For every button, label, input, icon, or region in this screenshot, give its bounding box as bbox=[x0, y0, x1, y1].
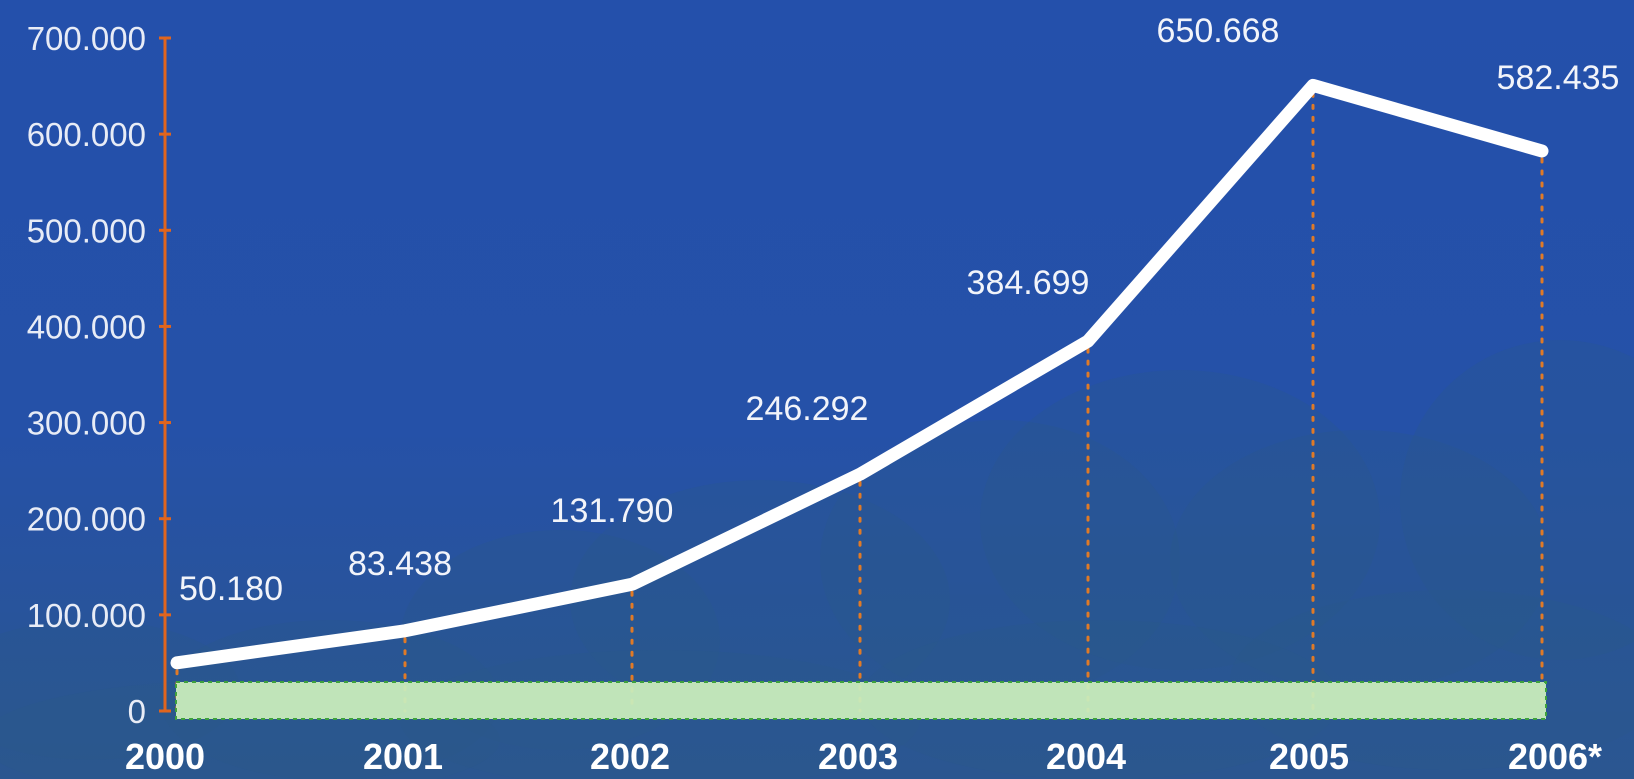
data-label-2000: 50.180 bbox=[179, 570, 283, 608]
x-tick-label-4: 2004 bbox=[1046, 736, 1126, 777]
y-tick-label-7: 700.000 bbox=[27, 20, 146, 57]
y-tick-label-1: 100.000 bbox=[27, 597, 146, 634]
foliage-shape-4 bbox=[820, 420, 1180, 700]
y-tick-label-2: 200.000 bbox=[27, 501, 146, 538]
data-point-2003 bbox=[856, 470, 864, 479]
y-tick-label-4: 400.000 bbox=[27, 308, 146, 345]
y-tick-labels: 0 100.000 200.000 300.000 400.000 500.000 600.… bbox=[27, 20, 146, 730]
foliage-shape-0 bbox=[0, 620, 240, 760]
foliage-shape-6 bbox=[1170, 430, 1550, 690]
baseline-band-layer bbox=[175, 681, 1547, 720]
baseline-band bbox=[175, 681, 1547, 720]
x-tick-label-5: 2005 bbox=[1269, 736, 1349, 777]
data-label-2003: 246.292 bbox=[746, 390, 869, 428]
foliage-shape-8 bbox=[1230, 590, 1634, 770]
data-label-2005: 650.668 bbox=[1157, 12, 1280, 50]
y-tick-label-6: 600.000 bbox=[27, 116, 146, 153]
x-tick-label-6: 2006* bbox=[1508, 736, 1602, 777]
data-label-2001: 83.438 bbox=[348, 545, 452, 583]
x-tick-label-2: 2002 bbox=[590, 736, 670, 777]
data-point-2001 bbox=[401, 626, 409, 635]
x-tick-label-1: 2001 bbox=[363, 736, 443, 777]
data-label-2002: 131.790 bbox=[551, 492, 674, 530]
series-layer bbox=[170, 78, 1549, 670]
foliage-shape-5 bbox=[980, 370, 1380, 670]
data-label-2004: 384.699 bbox=[967, 264, 1090, 302]
data-point-2002 bbox=[628, 580, 636, 589]
y-axis bbox=[159, 36, 171, 713]
data-point-2006* bbox=[1538, 147, 1546, 156]
y-tick-label-3: 300.000 bbox=[27, 405, 146, 442]
data-labels: 50.180 83.438 131.790 246.292 384.699 650.668… bbox=[179, 12, 1619, 608]
data-point-2005 bbox=[1309, 81, 1317, 90]
y-tick-label-0: 0 bbox=[128, 693, 146, 730]
x-tick-labels: 2000 2001 2002 2003 2004 2005 2006* bbox=[125, 736, 1602, 777]
y-tick-label-5: 500.000 bbox=[27, 212, 146, 249]
foliage-shape-3 bbox=[570, 480, 950, 720]
data-point-2004 bbox=[1084, 337, 1092, 346]
data-point-2000 bbox=[173, 658, 181, 667]
foliage-shape-7 bbox=[1400, 340, 1634, 660]
x-tick-label-0: 2000 bbox=[125, 736, 205, 777]
data-label-2006*: 582.435 bbox=[1497, 59, 1620, 97]
x-tick-label-3: 2003 bbox=[818, 736, 898, 777]
